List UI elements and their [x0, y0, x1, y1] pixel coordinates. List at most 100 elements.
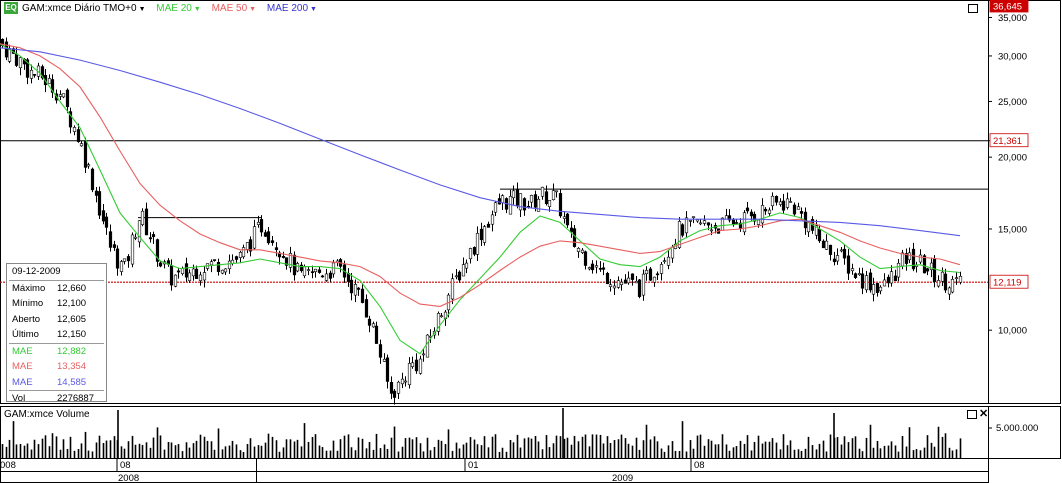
candle-body: [40, 66, 45, 79]
x-month-label: 01: [468, 460, 479, 471]
volume-bar: [818, 443, 821, 458]
volume-bar: [822, 440, 825, 458]
volume-bar: [300, 446, 303, 458]
volume-bar: [77, 449, 80, 458]
app-logo-icon: EQ: [4, 2, 18, 14]
volume-bar: [563, 438, 566, 458]
volume-panel-maximize-icon[interactable]: [967, 410, 977, 419]
volume-bar: [329, 450, 332, 458]
legend-ma20[interactable]: MAE 20: [156, 3, 192, 14]
volume-bar: [239, 450, 242, 458]
volume-bar: [501, 447, 504, 458]
volume-bar: [685, 451, 688, 458]
volume-bar: [854, 436, 857, 458]
candle-body: [184, 263, 189, 278]
candle-body: [817, 228, 822, 242]
candle-body: [680, 224, 685, 236]
volume-bar: [613, 440, 616, 458]
candle-body: [418, 358, 423, 374]
volume-bar: [127, 441, 130, 458]
symbol-dropdown-icon[interactable]: ▼: [138, 6, 146, 13]
candle-body: [558, 193, 563, 217]
candle-body: [932, 258, 937, 282]
candle-body: [821, 240, 826, 249]
candle-body: [173, 274, 178, 287]
volume-bar: [552, 443, 555, 458]
volume-bar: [761, 443, 764, 458]
ma50-line: [0, 43, 961, 307]
candle-body: [464, 262, 469, 269]
candle-body: [670, 246, 675, 259]
volume-bar: [559, 436, 562, 458]
candle-body: [47, 78, 52, 84]
candle-body: [371, 323, 376, 328]
volume-bar: [847, 442, 850, 458]
volume-bar: [523, 438, 526, 458]
info-label: Último: [12, 329, 39, 340]
volume-bar: [879, 448, 882, 458]
price-panel-maximize-icon[interactable]: [968, 4, 978, 13]
volume-bar: [861, 451, 864, 458]
symbol-title[interactable]: GAM:xmce Diário TMO+0: [22, 3, 137, 14]
candle-body: [353, 284, 358, 296]
volume-bar: [516, 434, 519, 458]
volume-bar: [30, 449, 33, 458]
volume-bar: [840, 444, 843, 458]
volume-bar: [145, 442, 148, 458]
candle-body: [302, 266, 307, 277]
volume-bar: [440, 440, 443, 458]
candle-body: [115, 248, 120, 269]
candle-body: [122, 258, 127, 262]
candle-body: [187, 272, 192, 281]
candle-body: [4, 41, 9, 58]
legend-ma200[interactable]: MAE 200: [266, 3, 309, 14]
candle-body: [133, 236, 138, 239]
candle-body: [882, 279, 887, 287]
candle-body: [25, 59, 30, 78]
volume-bar: [91, 451, 94, 458]
candle-body: [893, 275, 898, 282]
candle-body: [151, 234, 156, 238]
candle-body: [868, 272, 873, 291]
time-axis-panel: [0, 458, 989, 483]
volume-bar: [23, 445, 26, 458]
volume-bar: [948, 447, 951, 458]
legend-ma50[interactable]: MAE 50: [211, 3, 248, 14]
volume-bar: [174, 445, 177, 458]
y-tick-label: 20,000: [998, 153, 1027, 164]
candle-body: [630, 273, 635, 280]
candle-body: [590, 263, 595, 271]
volume-panel-close-icon[interactable]: ✕: [979, 408, 989, 420]
candle-body: [140, 210, 145, 225]
info-row: MAE 14,585: [7, 375, 106, 391]
candle-body: [770, 195, 775, 207]
candle-body: [61, 93, 66, 98]
info-value: 2276887: [57, 393, 94, 404]
info-row: MAE 13,354: [7, 359, 106, 375]
candle-body: [518, 193, 523, 211]
volume-bar: [249, 438, 252, 458]
ma200-dropdown-icon[interactable]: ▼: [310, 6, 317, 13]
volume-bar: [923, 447, 926, 458]
volume-bar: [671, 441, 674, 458]
ma20-dropdown-icon[interactable]: ▼: [193, 6, 201, 13]
volume-bar: [134, 444, 137, 458]
volume-bar: [775, 442, 778, 458]
ma50-dropdown-icon[interactable]: ▼: [249, 6, 257, 13]
volume-bar: [595, 434, 598, 458]
volume-bar: [267, 433, 270, 458]
volume-bar: [887, 445, 890, 458]
candle-body: [788, 201, 793, 203]
volume-bar: [19, 443, 22, 458]
candle-body: [252, 226, 257, 249]
volume-bar: [548, 447, 551, 458]
candle-body: [403, 380, 408, 383]
info-row: Vol 2276887: [7, 391, 106, 407]
volume-bar: [876, 440, 879, 458]
candle-body: [608, 284, 613, 287]
candle-body: [349, 279, 354, 294]
volume-bar: [689, 440, 692, 458]
candle-body: [659, 264, 664, 274]
volume-bar: [167, 441, 170, 458]
